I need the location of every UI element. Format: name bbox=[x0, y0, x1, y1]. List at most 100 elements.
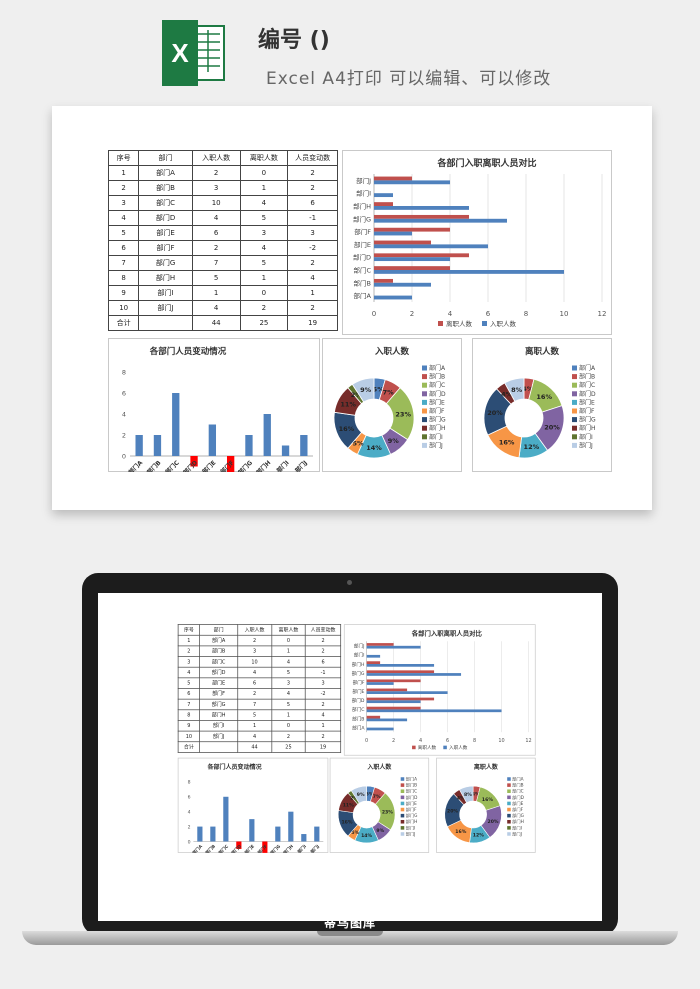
table-cell: 1 bbox=[191, 285, 241, 301]
y-category-label: 部门H bbox=[352, 661, 365, 668]
table-row: 1 部门A 2 0 2 bbox=[177, 634, 342, 647]
table-cell: 10 bbox=[177, 730, 200, 743]
table-row: 9 部门I 1 0 1 bbox=[107, 285, 338, 301]
legend-label: 部门G bbox=[579, 416, 596, 424]
y-category-label: 部门J bbox=[354, 643, 365, 650]
entry-donut-chart: 入职人数 5% 7% 23% 9% 14% 5% 16% 11% 2% 9% 部门A 部门B 部门C 部门D… bbox=[329, 757, 430, 853]
legend-swatch bbox=[507, 826, 511, 830]
legend-label: 部门A bbox=[406, 775, 418, 782]
legend-label: 部门G bbox=[429, 416, 446, 424]
table-cell: 2 bbox=[271, 730, 306, 743]
percent-label: 23% bbox=[382, 809, 393, 815]
legend-swatch bbox=[572, 382, 577, 388]
bar-entry bbox=[366, 727, 394, 731]
y-category-label: 部门A bbox=[354, 291, 372, 300]
x-tick-label: 0 bbox=[372, 310, 376, 318]
legend-swatch bbox=[572, 374, 577, 380]
table-total-cell: 25 bbox=[239, 315, 289, 331]
legend-swatch bbox=[400, 826, 405, 830]
y-tick-label: 0 bbox=[122, 453, 126, 461]
table-header-cell: 离职人数 bbox=[271, 624, 306, 636]
bar-entry bbox=[366, 654, 381, 658]
table-cell: 部门C bbox=[138, 195, 193, 211]
change-bar bbox=[223, 796, 229, 842]
legend-label: 入职人数 bbox=[490, 319, 517, 328]
percent-label: 16% bbox=[499, 438, 515, 446]
table-cell: 1 bbox=[239, 270, 289, 286]
table-header-cell: 人员变动数 bbox=[305, 624, 342, 636]
legend-swatch-leave bbox=[412, 745, 416, 750]
table-cell: 7 bbox=[177, 698, 200, 711]
table-cell: 4 bbox=[239, 195, 289, 211]
table-cell: 4 bbox=[191, 300, 241, 316]
legend-swatch bbox=[572, 417, 577, 423]
percent-label: 16% bbox=[455, 829, 466, 835]
percent-label: 9% bbox=[388, 437, 400, 445]
legend-swatch bbox=[422, 417, 427, 423]
table-header-row: 序号 部门 入职人数 离职人数 人员变动数 bbox=[177, 624, 342, 636]
table-cell: 8 bbox=[177, 709, 200, 721]
x-category-label: 部门C bbox=[217, 843, 230, 853]
table-total-cell: 19 bbox=[305, 741, 342, 753]
legend-label: 离职人数 bbox=[418, 744, 437, 751]
table-cell: 4 bbox=[239, 240, 289, 256]
spreadsheet-preview: 序号 部门 入职人数 离职人数 人员变动数 1 部门A 2 0 2 2 部门B 3 1 2 3 部门C 10 4 6 4… bbox=[52, 106, 652, 510]
legend-swatch bbox=[507, 777, 511, 781]
percent-label: 14% bbox=[366, 444, 382, 452]
y-category-label: 部门F bbox=[353, 679, 365, 686]
table-row: 5 部门E 6 3 3 bbox=[107, 225, 338, 241]
x-category-label: 部门D bbox=[229, 843, 243, 853]
bar-entry bbox=[366, 718, 408, 722]
percent-label: 5% bbox=[353, 439, 365, 447]
legend-label: 部门G bbox=[406, 812, 418, 819]
percent-label: 20% bbox=[544, 424, 560, 432]
x-category-label: 部门I bbox=[296, 843, 308, 853]
table-total-cell bbox=[138, 315, 193, 331]
y-category-label: 部门G bbox=[353, 214, 371, 223]
table-total-row: 合计 44 25 19 bbox=[107, 315, 338, 331]
change-bar-chart: 各部门人员变动情况-202468部门A部门B部门C部门D部门E部门F部门G部门H… bbox=[108, 338, 320, 472]
legend-swatch bbox=[422, 425, 427, 431]
bar-entry bbox=[374, 206, 469, 210]
y-tick-label: 2 bbox=[188, 824, 191, 830]
table-cell: 部门G bbox=[199, 698, 238, 711]
legend-swatch bbox=[422, 442, 427, 448]
table-cell: 部门E bbox=[138, 225, 193, 241]
table-cell: 部门I bbox=[199, 720, 238, 732]
legend-swatch bbox=[507, 795, 511, 800]
table-cell: 0 bbox=[239, 285, 289, 301]
table-total-cell bbox=[199, 741, 238, 753]
change-bar bbox=[314, 826, 320, 842]
legend-label: 部门I bbox=[406, 824, 416, 831]
table-cell: 0 bbox=[239, 165, 289, 181]
table-cell: 2 bbox=[191, 240, 241, 256]
x-category-label: 部门E bbox=[243, 843, 256, 853]
x-tick-label: 8 bbox=[524, 310, 528, 318]
chart-title: 各部门入职离职人员对比 bbox=[411, 629, 483, 638]
table-cell: 1 bbox=[305, 720, 342, 732]
table-header-cell: 序号 bbox=[107, 150, 140, 166]
table-cell: 2 bbox=[287, 180, 338, 196]
table-cell: 部门D bbox=[199, 666, 238, 679]
y-category-label: 部门G bbox=[352, 670, 365, 677]
chart-title: 入职人数 bbox=[374, 346, 410, 357]
percent-label: 9% bbox=[357, 792, 365, 798]
bar-leave bbox=[366, 670, 435, 674]
legend-label: 部门H bbox=[406, 818, 418, 825]
bar-entry bbox=[366, 700, 421, 704]
table-total-cell: 合计 bbox=[177, 741, 200, 753]
leave-donut-chart-svg: 离职人数4%16%20%12%16%20%4%8%部门A部门B部门C部门D部门E… bbox=[483, 346, 596, 459]
table-row: 9 部门I 1 0 1 bbox=[177, 720, 342, 732]
chart-title: 离职人数 bbox=[525, 346, 560, 357]
table-cell: 6 bbox=[305, 656, 342, 668]
percent-label: 11% bbox=[340, 400, 356, 408]
comparison-bar-chart: 各部门入职离职人员对比 0 2 4 6 8 10 12 部门A 部门B 部门C 部门D 部门E 部门F 部门… bbox=[342, 150, 612, 335]
y-category-label: 部门H bbox=[353, 202, 371, 211]
chart-title: 各部门人员变动情况 bbox=[206, 763, 261, 771]
table-cell: 2 bbox=[305, 645, 342, 657]
legend-label: 部门C bbox=[512, 788, 524, 795]
percent-label: 2% bbox=[351, 391, 363, 399]
table-cell: 9 bbox=[107, 285, 140, 301]
table-cell: -1 bbox=[287, 210, 338, 226]
x-tick-label: 2 bbox=[410, 310, 414, 318]
